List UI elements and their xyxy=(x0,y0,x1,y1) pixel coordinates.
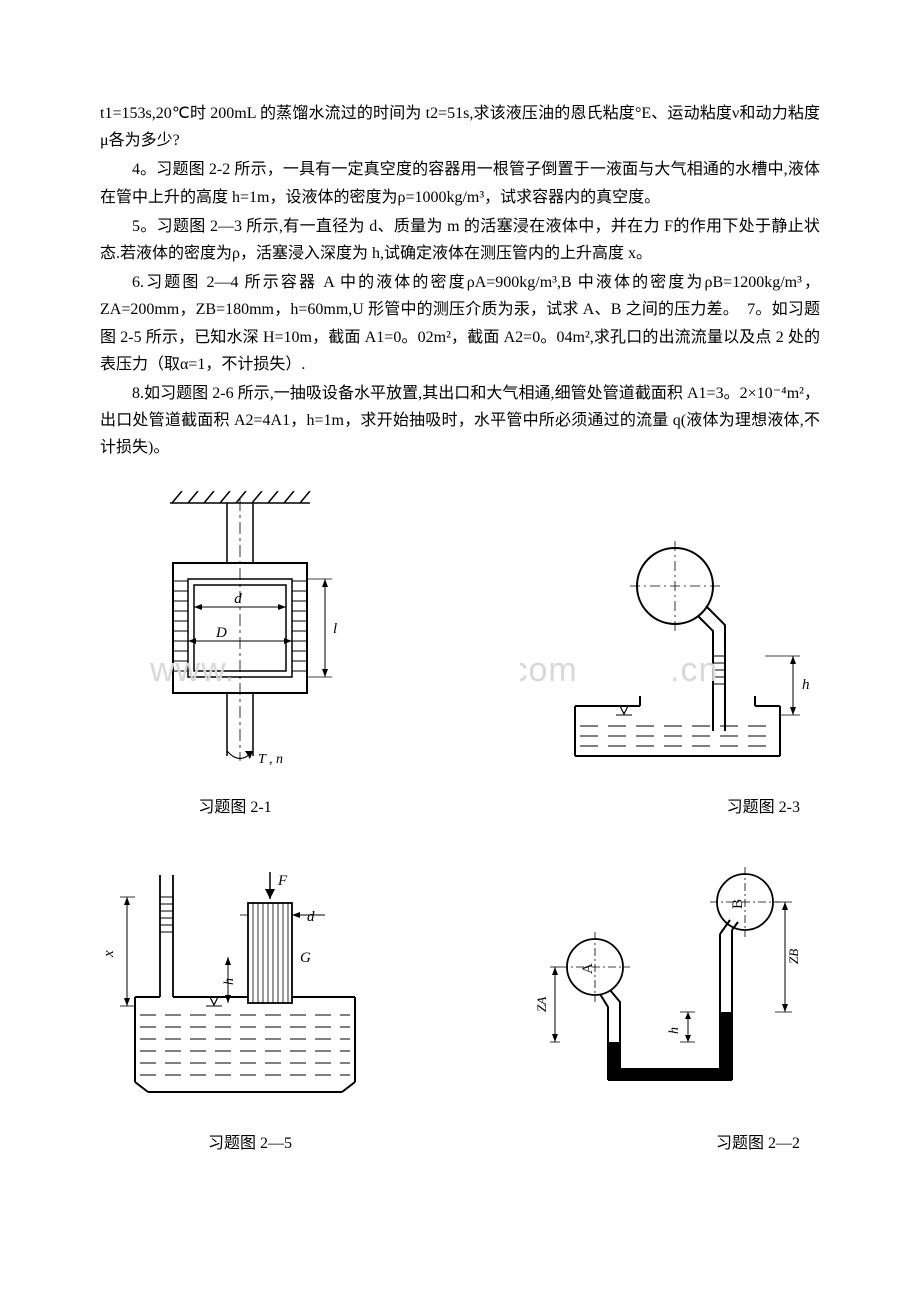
paragraph-0: t1=153s,20℃时 200mL 的蒸馏水流过的时间为 t2=51s,求该液… xyxy=(100,100,820,154)
fig25-label-F: F xyxy=(277,873,288,889)
paragraph-4: 4。习题图 2-2 所示，一具有一定真空度的容器用一根管子倒置于一液面与大气相通… xyxy=(100,156,820,210)
figure-2-3-caption: 习题图 2-3 xyxy=(520,794,820,821)
figure-2-2-block: A B xyxy=(520,862,820,1157)
figure-2-1-caption: 习题图 2-1 xyxy=(198,794,271,821)
watermark-text-3: .cn xyxy=(670,651,718,689)
watermark-text: www. xyxy=(149,651,235,689)
figure-2-2-svg: A B xyxy=(520,862,820,1122)
fig25-label-h: h xyxy=(222,978,237,985)
watermark-text-2: .com xyxy=(520,651,578,689)
fig21-label-D: D xyxy=(215,625,227,641)
paragraph-8: 8.如习题图 2-6 所示,一抽吸设备水平放置,其出口和大气相通,细管处管道截面… xyxy=(100,380,820,462)
figures-row-2: F d G xyxy=(100,862,820,1157)
figure-2-1-block: d D l T , n www. 习题图 2-1 xyxy=(100,491,370,821)
figure-2-5-block: F d G xyxy=(100,867,400,1157)
fig22-label-ZA: ZA xyxy=(534,996,549,1011)
figure-2-2-caption: 习题图 2—2 xyxy=(520,1130,820,1157)
figure-2-3-svg: h .com .cn xyxy=(520,531,820,786)
paragraph-6: 6.习题图 2—4 所示容器 A 中的液体的密度ρA=900kg/m³,B 中液… xyxy=(100,269,820,378)
fig21-label-Tn: T , n xyxy=(258,752,283,767)
fig22-label-h: h xyxy=(667,1027,682,1034)
fig22-label-B: B xyxy=(730,899,746,909)
text-content: t1=153s,20℃时 200mL 的蒸馏水流过的时间为 t2=51s,求该液… xyxy=(100,100,820,461)
fig25-label-d: d xyxy=(307,909,315,925)
fig21-label-d: d xyxy=(234,591,242,607)
fig22-label-ZB: ZB xyxy=(786,948,801,963)
fig25-label-x: x xyxy=(101,950,117,958)
fig25-label-G: G xyxy=(300,950,311,966)
paragraph-5: 5。习题图 2—3 所示,有一直径为 d、质量为 m 的活塞浸在液体中，并在力 … xyxy=(100,213,820,267)
fig21-label-l: l xyxy=(333,621,337,637)
figure-2-5-caption: 习题图 2—5 xyxy=(208,1130,292,1157)
figure-2-1-svg: d D l T , n www. xyxy=(100,491,370,786)
figures-row-1: d D l T , n www. 习题图 2-1 xyxy=(100,491,820,821)
figure-2-3-block: h .com .cn 习题图 2-3 xyxy=(520,531,820,821)
figure-2-5-svg: F d G xyxy=(100,867,400,1122)
fig22-label-A: A xyxy=(580,963,596,974)
fig23-label-h: h xyxy=(802,677,810,693)
